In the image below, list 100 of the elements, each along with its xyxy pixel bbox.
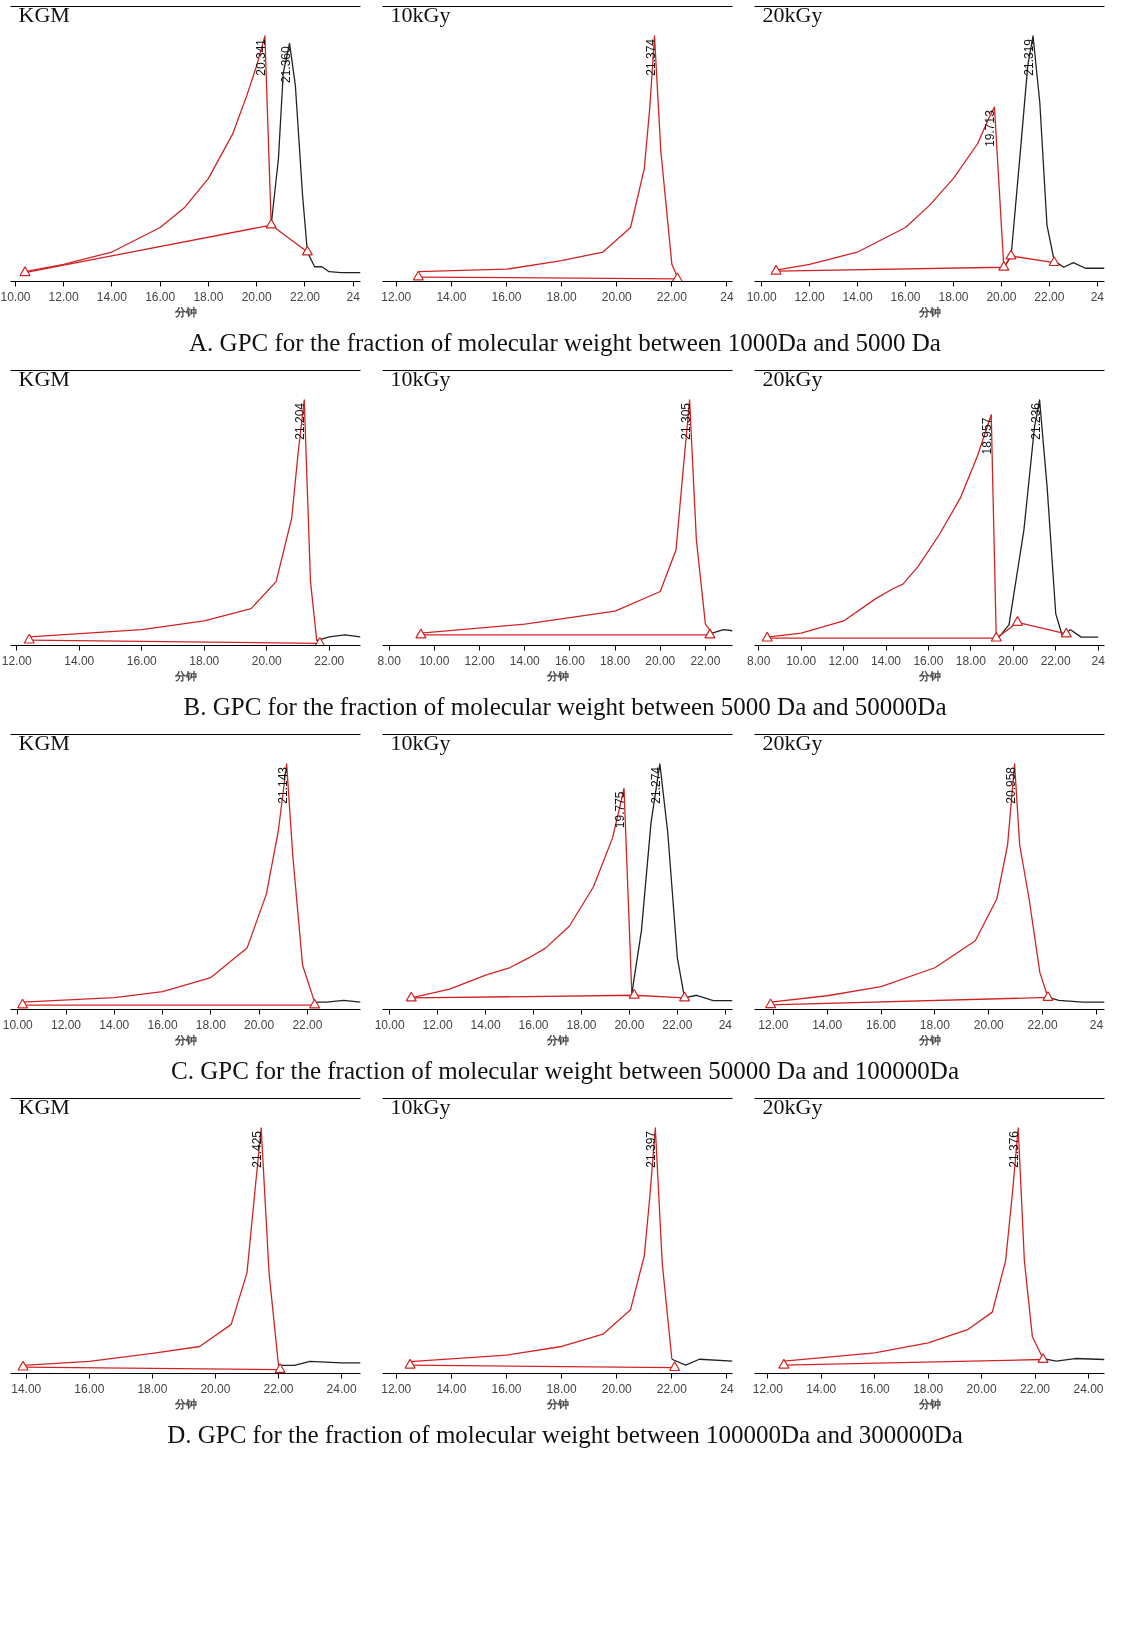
x-tick-label: 20.00 [200,1381,231,1396]
x-tick-label: 10.00 [786,653,817,668]
x-tick-label: 12.00 [752,1381,784,1396]
x-axis-title: 分钟 [917,305,941,318]
x-tick-label: 12.00 [828,653,859,668]
x-tick-label: 22.00 [289,289,321,304]
annotation: 20.958 [1003,766,1018,804]
annotation: 21.305 [678,402,693,440]
x-tick-label: 24.00 [1073,1381,1104,1396]
annotation: 18.957 [980,417,995,455]
x-tick-label: 20.00 [973,1017,1005,1032]
x-tick-label: 14.00 [436,1381,467,1396]
x-tick-label: 22.00 [1027,1017,1058,1032]
x-tick-label: 18.00 [189,653,220,668]
x-tick-label: 14.00 [842,289,873,304]
x-tick-label: 14.00 [470,1017,501,1032]
x-tick-label: 10.00 [419,653,450,668]
x-tick-label: 14.00 [509,653,541,668]
annotation: 21.236 [1028,402,1043,440]
x-axis-title: 分钟 [545,1033,569,1046]
x-tick-label: 12.00 [422,1017,453,1032]
chart-title: 20kGy [762,729,823,755]
annotation: 21.360 [278,46,293,84]
x-tick-label: 20.00 [601,1381,633,1396]
annotation: 19.775 [613,791,628,829]
x-tick-label: 16.00 [866,1017,897,1032]
x-tick-label: 18.00 [195,1017,227,1032]
x-tick-label: 16.00 [518,1017,549,1032]
x-tick-label: 22.00 [314,653,345,668]
x-tick-label: 20.00 [241,289,273,304]
x-tick-label: 12.00 [381,289,412,304]
x-tick-label: 18.00 [913,1381,944,1396]
x-axis-title: 分钟 [173,669,197,682]
x-tick-label: 14.00 [11,1381,42,1396]
x-tick-label: 20.00 [614,1017,645,1032]
x-tick-label: 14.00 [812,1017,843,1032]
annotation: 21.397 [644,1130,659,1168]
x-axis-title: 分钟 [917,1397,941,1410]
text: B. GPC for the fraction of molecular weight between 5000 Da and 50000Da [183,692,947,722]
x-tick-label: 22.00 [656,289,688,304]
x-tick-label: 10.00 [374,1017,406,1032]
x-tick-label: 24 [718,1017,733,1032]
chart-title: 10kGy [390,365,451,391]
annotation: 21.204 [293,402,308,440]
x-tick-label: 18.00 [919,1017,951,1032]
x-tick-label: 16.00 [145,289,176,304]
x-tick-label: 24.00 [326,1381,357,1396]
x-tick-label: 18.00 [566,1017,597,1032]
annotation: 21.374 [643,38,658,76]
x-tick-label: 16.00 [890,289,921,304]
x-tick-label: 12.00 [464,653,495,668]
x-axis-title: 分钟 [917,1033,941,1046]
x-tick-label: 12.00 [48,289,79,304]
x-tick-label: 20.00 [244,1017,275,1032]
x-tick-label: 24 [720,289,734,304]
x-tick-label: 16.00 [913,653,944,668]
x-tick-label: 16.00 [859,1381,891,1396]
x-tick-label: 14.00 [99,1017,130,1032]
x-axis-title: 分钟 [173,1397,197,1410]
x-tick-label: 14.00 [64,653,95,668]
x-tick-label: 22.00 [656,1381,688,1396]
chart-title: 20kGy [762,365,823,391]
x-tick-label: 8.00 [377,653,402,668]
x-tick-label: 12.00 [51,1017,82,1032]
x-tick-label: 24 [720,1381,734,1396]
x-tick-label: 24 [1089,1017,1104,1032]
x-tick-label: 16.00 [74,1381,105,1396]
x-tick-label: 12.00 [794,289,825,304]
x-axis-title: 分钟 [545,1397,569,1410]
x-tick-label: 22.00 [263,1381,294,1396]
x-tick-label: 24 [1091,653,1106,668]
x-tick-label: 22.00 [690,653,721,668]
annotation: 21.143 [275,766,290,804]
x-tick-label: 18.00 [938,289,969,304]
chart-title: KGM [18,729,70,755]
chart-title: KGM [18,365,70,391]
x-tick-label: 10.00 [2,1017,34,1032]
x-tick-label: 22.00 [1040,653,1072,668]
x-tick-label: 22.00 [1034,289,1065,304]
x-tick-label: 16.00 [554,653,586,668]
x-axis-title: 分钟 [917,669,941,682]
annotation: 20.341 [253,38,268,76]
x-tick-label: 22.00 [292,1017,323,1032]
chart-title: 20kGy [762,1,823,27]
x-tick-label: 14.00 [871,653,902,668]
x-tick-label: 20.00 [966,1381,997,1396]
text: A. GPC for the fraction of molecular weight between 1000Da and 5000 Da [189,328,941,358]
chart-title: 20kGy [762,1093,823,1119]
x-tick-label: 14.00 [436,289,467,304]
annotation: 21.319 [1022,38,1037,76]
x-tick-label: 10.00 [746,289,778,304]
x-tick-label: 10.00 [0,289,31,304]
chart-title: KGM [18,1,70,27]
text: C. GPC for the fraction of molecular weight between 50000 Da and 100000Da [171,1056,959,1086]
x-tick-label: 22.00 [1020,1381,1051,1396]
x-tick-label: 16.00 [147,1017,178,1032]
chart-title: 10kGy [390,1093,451,1119]
chart-title: KGM [18,1093,70,1119]
x-tick-label: 20.00 [645,653,676,668]
x-tick-label: 8.00 [747,653,771,668]
